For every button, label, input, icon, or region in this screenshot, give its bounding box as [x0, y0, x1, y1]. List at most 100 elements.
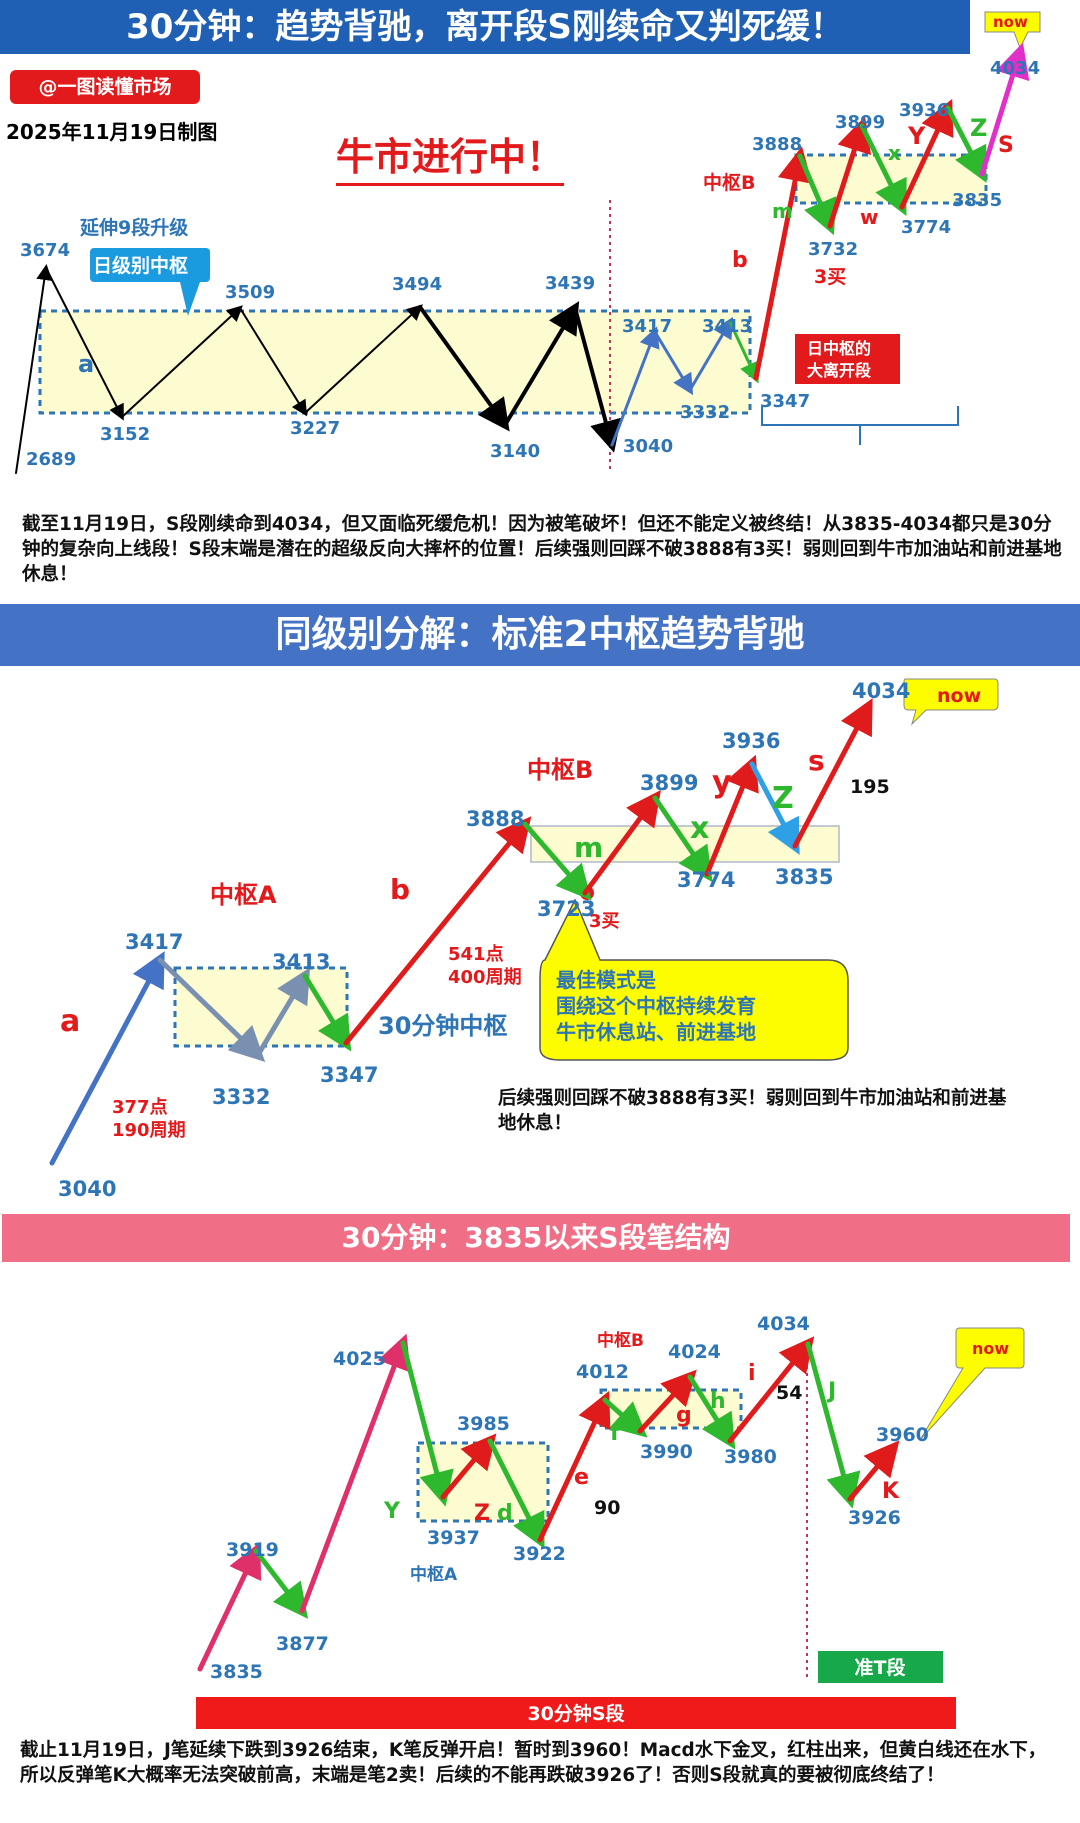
chart1-ext-label: 延伸9段升级	[79, 216, 188, 239]
chart2-a-stat-1: 377点	[112, 1096, 168, 1118]
chart3-hub-a-label: 中枢A	[410, 1564, 458, 1585]
chart1-point-label: 3417	[622, 316, 672, 337]
chart1-segment	[899, 98, 954, 210]
chart3-point-label: 4012	[576, 1361, 629, 1383]
chart3-segment	[440, 1433, 497, 1500]
chart1-segment-label: b	[732, 248, 748, 273]
chart1-now-label: now	[993, 13, 1028, 31]
chart2-point-label: 3040	[58, 1177, 116, 1201]
chart3-segment	[537, 1390, 611, 1543]
chart3-segment	[487, 1438, 545, 1549]
date-label: 2025年11月19日制图	[6, 120, 218, 144]
chart3-point-label: 3919	[226, 1539, 279, 1561]
chart1-now-callout	[984, 11, 1041, 50]
chart3-point-label: 4034	[757, 1313, 810, 1335]
chart3-point-label: 3960	[876, 1424, 929, 1446]
chart2-segment	[255, 967, 311, 1058]
chart1-point-label: 3347	[760, 391, 810, 412]
chart1-segment	[797, 153, 837, 236]
chart2-b-stat-2: 400周期	[448, 967, 522, 988]
chart1-point-label: 3936	[899, 100, 949, 121]
chart1-segment	[15, 264, 53, 474]
chart1-point-label: 3732	[808, 239, 858, 260]
chart3-point-label: 4025	[333, 1348, 386, 1370]
chart1-segment-label: S	[998, 133, 1014, 158]
chart1-leave-callout	[795, 334, 900, 384]
chart2-a-stat-2: 190周期	[112, 1120, 186, 1141]
chart3-segment	[602, 1397, 648, 1438]
chart2-segment	[343, 816, 532, 1046]
chart3-point-label: 3877	[276, 1633, 329, 1655]
chart1-point-label: 3888	[752, 134, 802, 155]
chart2-segment-label: y	[712, 765, 732, 800]
chart2-point-label: 4034	[852, 679, 910, 703]
chart1-title-banner: 30分钟：趋势背驰，离开段S刚续命又判死缓！	[0, 0, 970, 54]
chart1-segment	[945, 105, 987, 183]
chart2-point-label: 3332	[212, 1085, 270, 1109]
chart3-hub-b-label: 中枢B	[597, 1330, 644, 1351]
chart1-point-label: 3494	[392, 274, 442, 295]
chart2-now-label: now	[937, 685, 981, 707]
chart2-title-banner: 同级别分解：标准2中枢趋势背驰	[0, 604, 1080, 666]
chart2-hub-b-label: 中枢B	[527, 756, 593, 784]
chart1-buy3-label: 3买	[814, 266, 846, 288]
chart3-t-segment-label: 准T段	[855, 1656, 907, 1679]
chart1-hub-b-label: 中枢B	[703, 171, 755, 194]
chart1-segment	[859, 123, 907, 216]
chart1-segment	[304, 304, 423, 414]
chart3-segment-label: e	[574, 1465, 589, 1490]
chart2-segment-label: a	[60, 1004, 80, 1039]
chart3-s-segment-bar	[196, 1697, 956, 1729]
chart1-segment	[653, 330, 694, 396]
chart2-segment-label: b	[390, 873, 410, 906]
chart2-segment	[704, 754, 759, 877]
chart1-point-label: 3332	[680, 402, 730, 423]
chart1-segment	[418, 305, 510, 432]
chart2-buy3-label: 3买	[589, 911, 620, 932]
chart1-callout-pointer	[180, 282, 200, 316]
chart2-segment-label: s	[808, 744, 825, 777]
chart1-point-label: 3509	[225, 282, 275, 303]
chart3-s-segment-label: 30分钟S段	[527, 1702, 625, 1725]
chart3-segment-label: Y	[383, 1499, 401, 1524]
chart2-now-callout	[903, 678, 999, 726]
chart2-segment-label: Z	[772, 781, 794, 816]
chart1-point-label: 3835	[952, 190, 1002, 211]
chart1-daily-hub-label: 日级别中枢	[93, 254, 188, 277]
chart2-segment-label: m	[574, 831, 603, 864]
bull-market-headline: 牛市进行中！	[336, 126, 565, 186]
chart3-point-label: 4024	[668, 1341, 721, 1363]
chart1-segment	[239, 307, 308, 417]
chart2-segment	[582, 789, 661, 896]
chart2-point-label: 3899	[640, 771, 698, 795]
chart1-point-label: 3413	[702, 316, 752, 337]
chart1-daily-hub-callout	[90, 248, 210, 282]
chart3-segment	[637, 1369, 697, 1434]
chart3-point-label: 3922	[513, 1543, 566, 1565]
chart3-segment-label: K	[882, 1479, 900, 1504]
chart2-best-3: 牛市休息站、前进基地	[556, 1020, 756, 1044]
chart3-segment-label: g	[676, 1403, 692, 1428]
chart1-segment-label: m	[772, 199, 793, 223]
chart1-segment	[45, 267, 124, 421]
chart2-segment	[652, 795, 713, 883]
chart3-title-banner: 30分钟：3835以来S段笔结构	[2, 1214, 1070, 1262]
summary-paragraph-2: 后续强则回踩不破3888有3买！弱则回到牛市加油站和前进基地休息！	[498, 1088, 1007, 1134]
chart2-best-mode-callout	[539, 898, 849, 1061]
chart1-segment	[753, 146, 813, 381]
chart2-point-label: 3835	[775, 865, 833, 889]
chart3-now-label: now	[972, 1339, 1009, 1358]
chart2-segment	[749, 761, 800, 855]
chart1-point-label: 3674	[20, 240, 70, 261]
chart1-segment-label: a	[78, 350, 94, 378]
chart1-point-label: 3899	[835, 112, 885, 133]
chart2-point-label: 3723	[537, 897, 595, 921]
chart2-segment	[792, 698, 873, 849]
chart3-point-label: 3937	[427, 1527, 480, 1549]
chart1-point-label: 3040	[623, 436, 673, 457]
chart1-segment	[503, 301, 580, 427]
chart3-segment-label: i	[748, 1361, 756, 1386]
chart1-point-label: 3227	[290, 418, 340, 439]
chart3-e-stat: 90	[594, 1497, 620, 1519]
chart1-segment	[979, 42, 1030, 177]
